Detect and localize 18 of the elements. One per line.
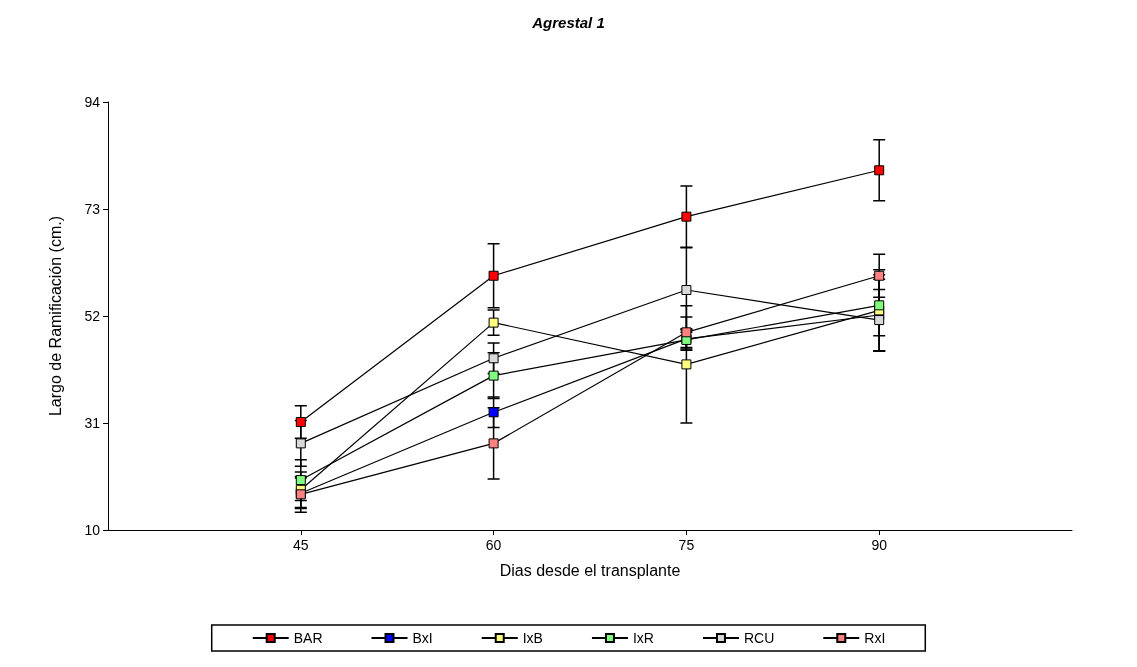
chart-title: Agrestal 1 [531,14,605,31]
x-axis-title: Dias desde el transplante [499,561,681,579]
x-tick-label: 45 [293,537,309,553]
y-tick-label: 94 [84,94,101,110]
y-tick-label: 73 [84,201,101,217]
y-axis-title: Largo de Ramificación (cm.) [46,215,64,417]
y-tick-label: 52 [84,308,101,324]
x-tick-label: 75 [678,537,695,553]
legend-label: BxI [412,630,433,646]
legend-label: IxR [632,630,654,646]
legend-label: BAR [293,630,323,646]
legend-label: RCU [743,630,775,646]
legend-label: RxI [864,630,886,646]
x-tick-label: 60 [485,537,502,553]
legend-label: IxB [522,630,543,646]
x-tick-label: 90 [871,537,888,553]
y-tick-label: 31 [84,415,101,431]
y-tick-label: 10 [84,522,101,538]
